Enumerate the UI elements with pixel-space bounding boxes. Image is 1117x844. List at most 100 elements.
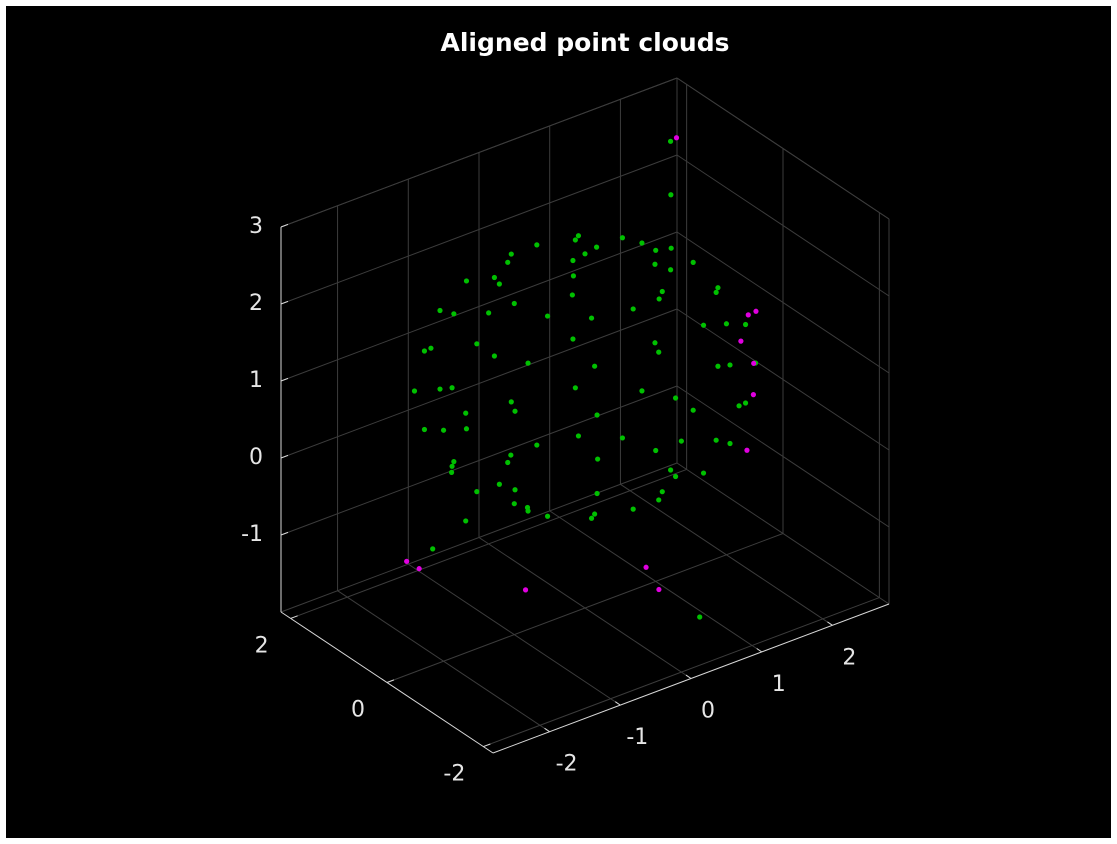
point	[619, 435, 626, 441]
x-tick-label: -1	[626, 725, 648, 750]
point	[508, 452, 514, 458]
grid-line	[280, 231, 678, 382]
point	[448, 469, 455, 475]
point	[738, 338, 744, 344]
x-tick-label: 1	[772, 672, 786, 697]
point	[652, 261, 658, 267]
point	[643, 564, 649, 570]
point	[656, 296, 662, 302]
point	[451, 459, 457, 465]
point	[411, 388, 418, 394]
grid-line	[676, 231, 890, 374]
point	[595, 456, 601, 462]
grid-line	[676, 77, 890, 220]
x-tick	[685, 674, 692, 679]
point	[667, 138, 674, 144]
point	[508, 251, 514, 257]
point	[745, 312, 751, 318]
point	[572, 237, 578, 243]
point	[592, 363, 598, 369]
point	[512, 487, 518, 493]
point	[690, 407, 696, 413]
z-tick-label: -1	[241, 522, 263, 547]
point	[723, 321, 730, 327]
point	[697, 614, 703, 620]
point	[511, 501, 517, 507]
point	[544, 513, 551, 519]
point	[570, 336, 576, 342]
point	[505, 259, 511, 265]
point	[505, 459, 511, 466]
point	[690, 259, 696, 265]
z-tick-label: 2	[249, 291, 263, 316]
point	[534, 242, 540, 248]
grid-line	[280, 308, 678, 459]
y-tick-label: 2	[255, 633, 269, 658]
point	[437, 386, 443, 392]
plot-background	[6, 6, 1111, 838]
z-tick-label: 0	[249, 445, 263, 470]
point	[496, 281, 502, 287]
point	[582, 251, 588, 257]
y-tick	[290, 615, 298, 619]
point	[700, 470, 707, 476]
point	[421, 426, 428, 433]
point	[428, 345, 434, 351]
grid-line	[676, 154, 890, 297]
point	[751, 360, 757, 366]
point	[491, 353, 498, 359]
x-tick-label: -2	[556, 752, 578, 777]
point	[474, 341, 480, 347]
point	[416, 566, 422, 572]
grid-line	[280, 385, 678, 536]
point	[653, 247, 659, 253]
point	[656, 497, 662, 503]
grid-line	[386, 533, 784, 683]
point	[463, 410, 469, 416]
point	[672, 473, 679, 480]
point	[512, 408, 518, 414]
point	[744, 447, 750, 453]
point	[524, 504, 531, 511]
z-tick	[280, 454, 289, 459]
z-tick	[280, 300, 289, 305]
point	[437, 307, 443, 314]
point	[569, 292, 575, 298]
point	[713, 437, 719, 443]
point	[544, 313, 551, 319]
point	[713, 289, 719, 295]
point	[630, 306, 636, 312]
point	[656, 349, 662, 355]
point	[668, 192, 674, 198]
y-tick-label: 0	[351, 698, 365, 723]
point	[639, 240, 645, 246]
point	[575, 233, 582, 239]
point	[440, 427, 447, 433]
point	[588, 315, 595, 321]
y-tick	[483, 743, 491, 748]
point	[668, 467, 674, 473]
point	[593, 244, 600, 250]
point	[668, 245, 674, 251]
z-tick-label: 3	[249, 214, 263, 239]
point	[491, 274, 498, 281]
chart-title: Aligned point clouds	[441, 28, 730, 57]
point	[753, 308, 759, 314]
point	[672, 395, 679, 401]
point	[742, 321, 749, 328]
point	[653, 447, 659, 454]
point	[588, 515, 595, 521]
point	[463, 518, 469, 524]
point	[652, 340, 658, 346]
point	[474, 489, 480, 495]
point	[496, 481, 502, 487]
grid-line	[280, 77, 678, 228]
point	[421, 348, 428, 354]
x-tick	[827, 621, 833, 626]
point	[639, 388, 645, 394]
point	[659, 288, 665, 295]
grid-line	[483, 597, 880, 748]
point	[727, 440, 733, 447]
point	[570, 273, 577, 279]
